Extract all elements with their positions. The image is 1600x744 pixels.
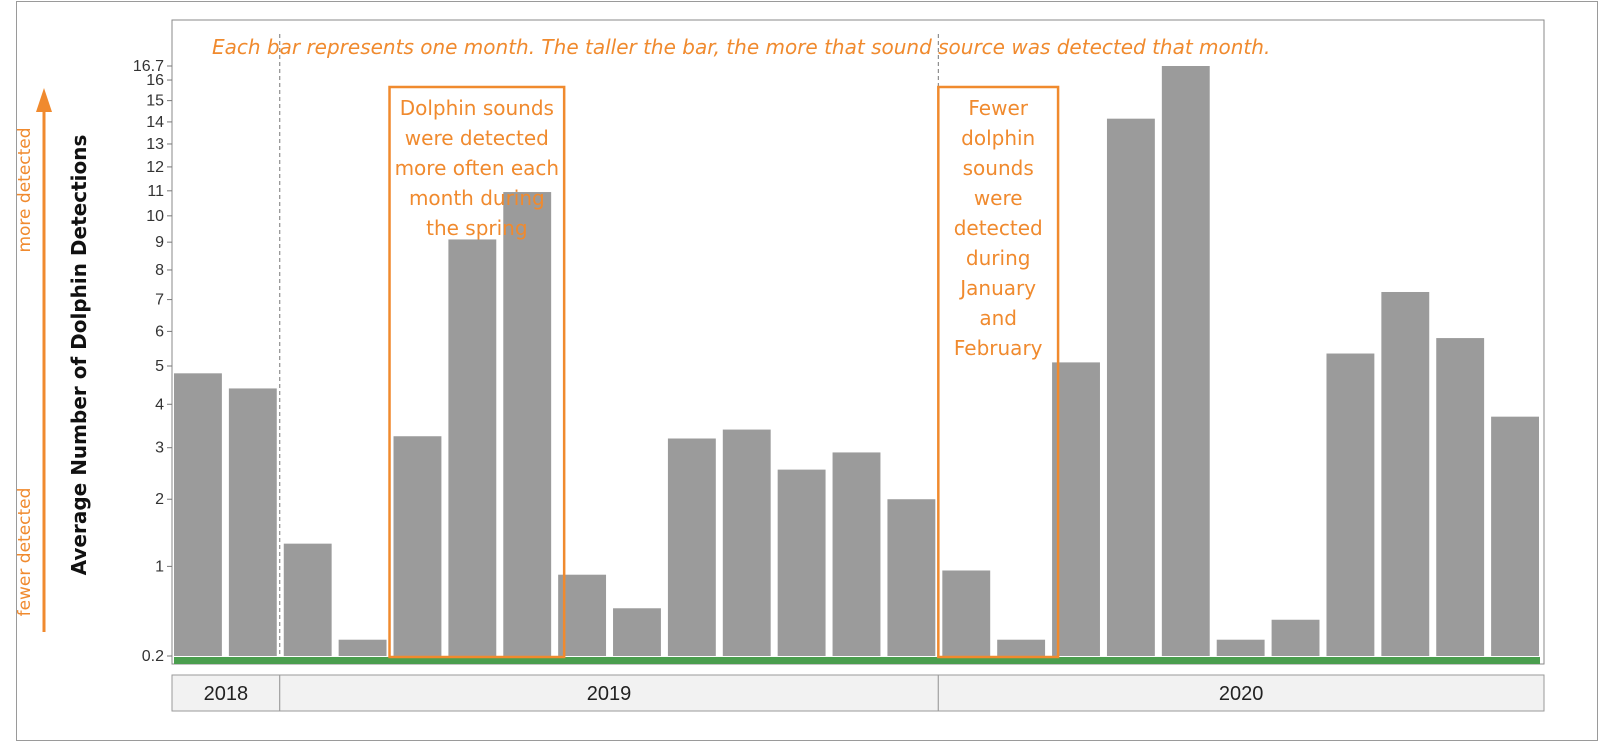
annotation-line: were detected xyxy=(405,126,549,150)
year-label: 2019 xyxy=(587,683,632,705)
effort-bar xyxy=(174,657,1540,664)
year-cell xyxy=(279,674,939,712)
y-tick-label: 12 xyxy=(146,159,164,176)
y-tick-label: 16 xyxy=(146,72,164,89)
arrow-up-icon xyxy=(36,88,52,112)
annotation-line: sounds xyxy=(963,156,1034,180)
bar xyxy=(338,639,387,656)
year-cell xyxy=(937,674,1545,712)
y-tick-label: 4 xyxy=(155,396,164,413)
bar xyxy=(393,436,442,656)
bar xyxy=(228,388,277,656)
bar xyxy=(558,574,607,656)
y-tick-label: 1 xyxy=(155,558,164,575)
y-tick-label: 0.2 xyxy=(142,648,164,665)
annotation-line: February xyxy=(954,336,1043,360)
annotation-line: the spring xyxy=(426,216,527,240)
year-label: 2018 xyxy=(204,683,249,705)
bar xyxy=(1106,118,1155,656)
y-axis-label: Average Number of Dolphin Detections xyxy=(67,135,91,576)
y-tick-label: 2 xyxy=(155,491,164,508)
annotation-box xyxy=(388,85,566,659)
annotation-line: month during xyxy=(409,186,545,210)
y-tick-label: 3 xyxy=(155,440,164,457)
bar xyxy=(1271,619,1320,656)
annotation-line: January xyxy=(958,276,1036,300)
annotations: Dolphin sounds were detected more often ea… xyxy=(388,85,1060,659)
bar xyxy=(722,429,771,656)
annotation-line: Fewer xyxy=(968,96,1028,120)
year-label: 2020 xyxy=(1219,683,1264,705)
bar xyxy=(613,608,661,656)
annotation-line: Dolphin sounds xyxy=(400,96,554,120)
bar xyxy=(503,192,552,656)
bar xyxy=(887,499,936,656)
bar xyxy=(1216,639,1265,656)
annotation-line: detected xyxy=(954,216,1043,240)
effort-strip xyxy=(174,657,1540,664)
chart-title: Each bar represents one month. The talle… xyxy=(212,35,1270,59)
y-tick-label: 15 xyxy=(146,93,164,110)
bar xyxy=(174,373,222,656)
more-detected-label: more detected xyxy=(15,127,35,252)
y-tick-label: 14 xyxy=(146,114,164,131)
fewer-detected-label: fewer detected xyxy=(15,488,35,617)
bar xyxy=(1491,416,1539,656)
annotation-line: dolphin xyxy=(961,126,1035,150)
bar xyxy=(832,452,881,656)
annotation-line: during xyxy=(966,246,1031,270)
bar xyxy=(448,239,497,657)
bar xyxy=(942,570,991,656)
bar xyxy=(1326,353,1375,656)
bar xyxy=(667,438,716,656)
y-tick-label: 6 xyxy=(155,323,164,340)
chart-frame xyxy=(16,1,1598,741)
y-tick-label: 8 xyxy=(155,262,164,279)
y-tick-label: 7 xyxy=(155,292,164,309)
y-tick-label: 5 xyxy=(155,358,164,375)
year-cell xyxy=(171,674,281,712)
bar xyxy=(283,543,332,656)
detection-arrow xyxy=(36,88,52,632)
y-tick-label: 9 xyxy=(155,234,164,251)
year-axis: 2018 2019 2020 xyxy=(171,674,1545,712)
annotation-line: more often each xyxy=(395,156,560,180)
annotation-box xyxy=(937,85,1060,659)
y-tick-label: 13 xyxy=(146,136,164,153)
annotation-line: and xyxy=(979,306,1017,330)
bar xyxy=(777,469,826,656)
y-tick-label: 16.7 xyxy=(133,58,164,75)
y-axis: 16.716 15 14 13 12 11 10 9 8 7 6 5 4 3 2 1 0.2 xyxy=(133,58,172,665)
y-tick-label: 11 xyxy=(147,183,164,200)
bar xyxy=(1161,66,1210,656)
bar xyxy=(1052,362,1100,656)
bar xyxy=(1381,291,1430,656)
bar xyxy=(997,639,1046,656)
bars xyxy=(174,66,1539,657)
annotation-line: were xyxy=(974,186,1023,210)
y-tick-label: 10 xyxy=(146,208,164,225)
bar xyxy=(1436,338,1485,656)
